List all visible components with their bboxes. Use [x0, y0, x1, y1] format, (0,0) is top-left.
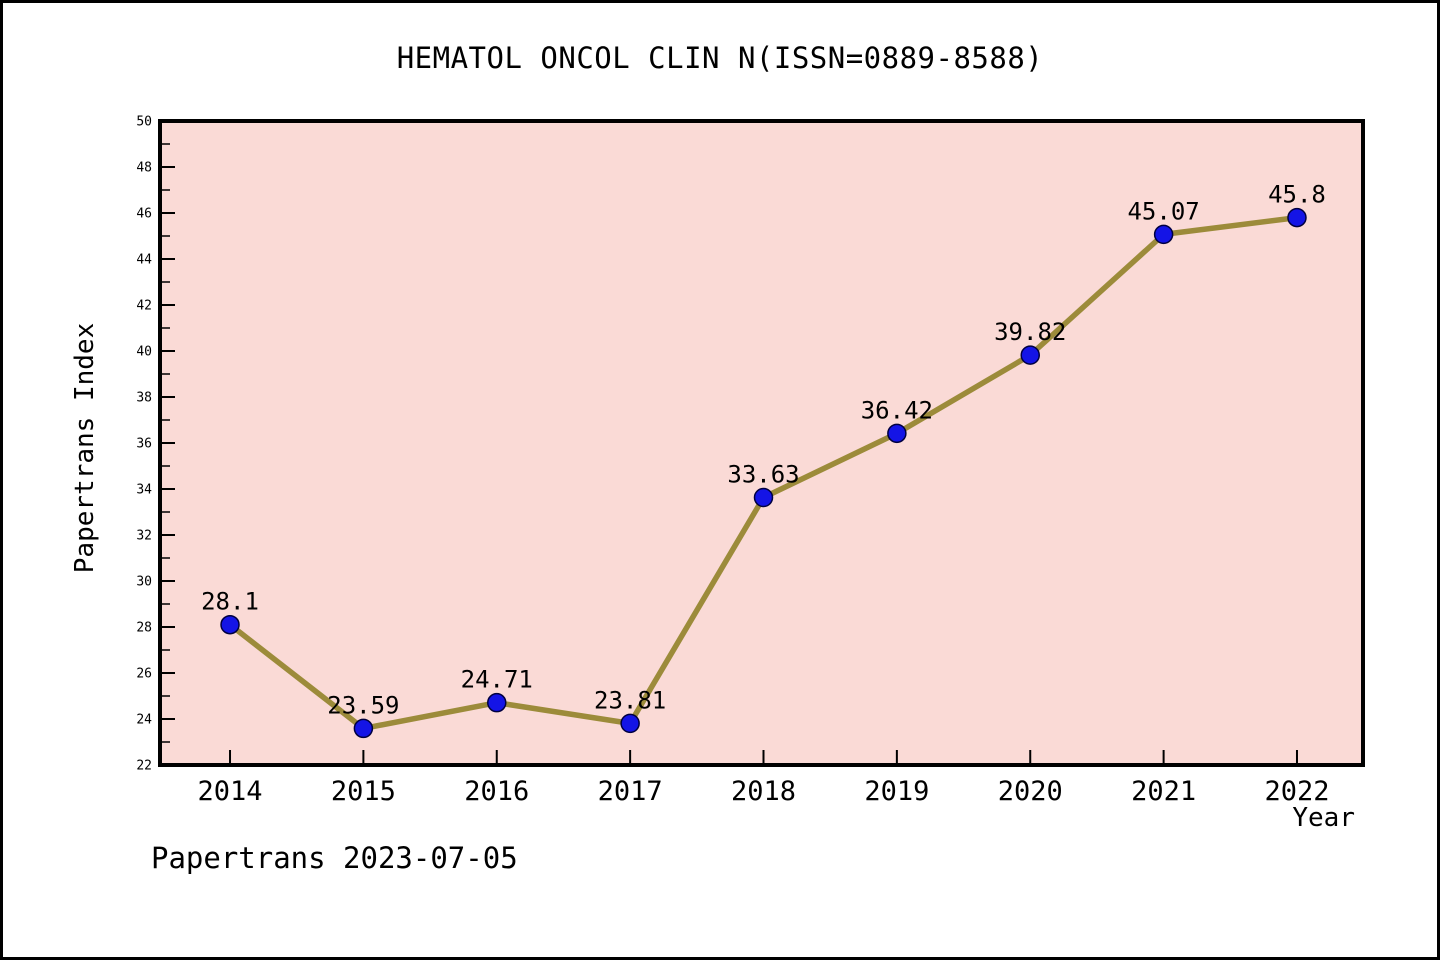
x-tick-label: 2015	[331, 776, 396, 807]
data-point	[353, 718, 374, 739]
data-point-label: 33.63	[727, 461, 799, 489]
x-tick-label: 2022	[1264, 776, 1329, 807]
data-point	[487, 692, 507, 713]
y-tick-label: 42	[136, 299, 152, 314]
chart-title: HEMATOL ONCOL CLIN N(ISSN=0889-8588)	[396, 41, 1044, 75]
data-point	[1153, 224, 1174, 245]
data-point-label: 36.42	[861, 396, 933, 424]
y-tick-label: 50	[136, 115, 152, 130]
x-tick-label: 2014	[198, 776, 263, 807]
x-tick-label: 2020	[998, 776, 1063, 807]
y-tick-label: 38	[136, 391, 152, 406]
data-point	[220, 614, 240, 635]
data-point-label: 45.07	[1127, 197, 1199, 225]
data-point	[620, 713, 640, 734]
y-tick-label: 24	[136, 713, 152, 728]
data-point	[887, 423, 907, 444]
y-tick-label: 44	[136, 253, 152, 268]
data-point-label: 45.8	[1268, 181, 1326, 209]
data-point	[1287, 207, 1307, 228]
y-tick-label: 48	[136, 161, 152, 176]
y-tick-label: 36	[136, 437, 152, 452]
x-axis-label: Year	[1292, 803, 1355, 833]
data-point-label: 23.59	[327, 691, 399, 719]
y-tick-label: 32	[136, 529, 152, 544]
line-chart-canvas: 22 24 26 28 30 32 34 36 38 40 42 44 46 48 50 2014 2015 20…	[136, 115, 1365, 807]
y-axis-label: Papertrans Index	[70, 322, 100, 574]
x-tick-label: 2017	[598, 776, 663, 807]
footer-watermark: Papertrans 2023-07-05	[151, 841, 518, 875]
y-tick-label: 30	[136, 575, 152, 590]
y-tick-label: 28	[136, 621, 152, 636]
data-point-label: 23.81	[594, 686, 666, 714]
data-point	[1020, 345, 1040, 365]
x-tick-label: 2016	[464, 776, 529, 807]
x-tick-label: 2019	[864, 776, 929, 807]
data-point-label: 28.1	[201, 588, 259, 616]
data-point-label: 39.82	[994, 318, 1066, 346]
y-tick-label: 34	[136, 483, 152, 498]
data-point	[753, 487, 774, 508]
x-tick-label: 2018	[731, 776, 796, 807]
plot-border	[158, 119, 1365, 767]
y-tick-label: 40	[136, 345, 152, 360]
y-tick-label: 22	[136, 759, 152, 774]
x-tick-label: 2021	[1131, 776, 1196, 807]
y-tick-label: 26	[136, 667, 152, 682]
data-point-label: 24.71	[461, 666, 533, 694]
y-tick-label: 46	[136, 207, 152, 222]
